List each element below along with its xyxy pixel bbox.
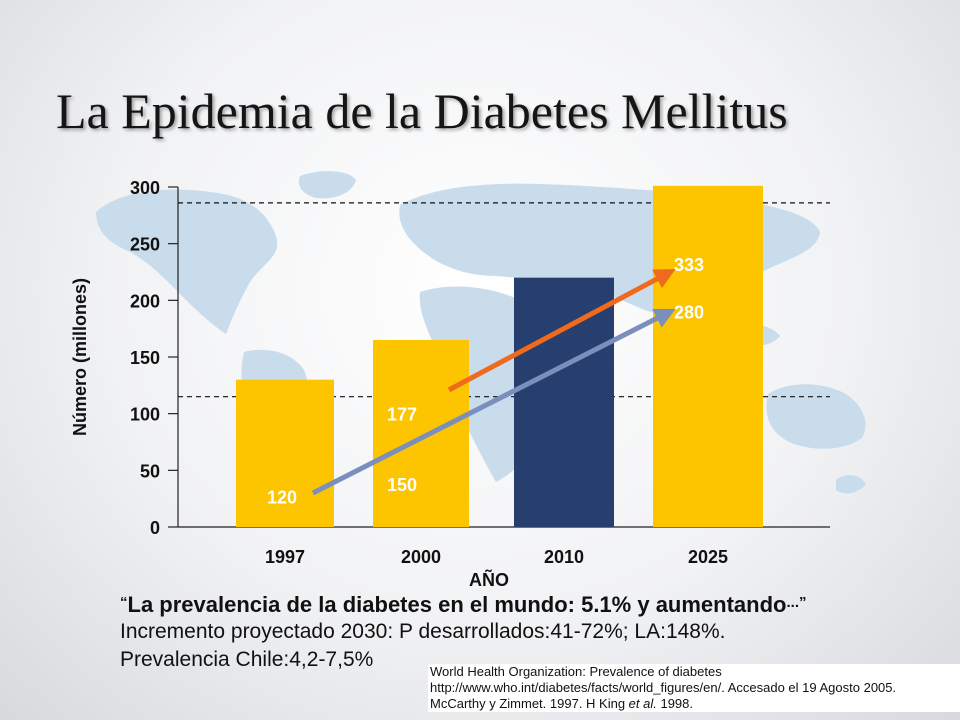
data-label: 280 — [674, 303, 704, 323]
trend-arrows — [311, 269, 676, 496]
x-axis-title: AÑO — [469, 569, 509, 590]
reference-year: 1998. — [656, 696, 694, 711]
slide-title: La Epidemia de la Diabetes Mellitus — [56, 83, 788, 139]
y-tick-label: 100 — [130, 405, 160, 425]
bar-1997 — [236, 379, 334, 527]
bars — [236, 185, 763, 527]
x-tick-label: 1997 — [265, 547, 305, 567]
y-tick-label: 300 — [130, 178, 160, 198]
reference-et-al: et al. — [628, 696, 657, 711]
reference-authors: McCarthy y Zimmet. 1997. H King — [430, 696, 629, 711]
y-tick-label: 0 — [150, 518, 160, 538]
data-label: 150 — [387, 475, 417, 495]
blue-trend-arrow — [311, 308, 676, 496]
data-label: 177 — [387, 405, 417, 425]
x-tick-label: 2010 — [544, 547, 584, 567]
orange-trend-arrow — [447, 269, 676, 393]
quote-close-mark: ” — [799, 594, 807, 611]
references-box: World Health Organization: Prevalence of… — [428, 664, 960, 712]
quote-ellipsis: ... — [786, 594, 799, 611]
x-tick-label: 2000 — [401, 547, 441, 567]
annotations: 120 150 177 333 280 — [267, 255, 704, 507]
prevalence-quote: “La prevalencia de la diabetes en el mun… — [120, 592, 807, 618]
bar-2000 — [373, 340, 469, 527]
y-tick-label: 250 — [130, 235, 160, 255]
y-tick-label: 50 — [140, 461, 160, 481]
data-label: 333 — [674, 255, 704, 275]
y-tick-label: 150 — [130, 348, 160, 368]
quote-text: La prevalencia de la diabetes en el mund… — [127, 592, 787, 617]
y-axis-title: Número (millones) — [70, 278, 90, 436]
reference-line-1: World Health Organization: Prevalence of… — [430, 664, 722, 679]
chile-prevalence-text: Prevalencia Chile:4,2-7,5% — [120, 648, 374, 671]
quote-open-mark: “ — [120, 594, 128, 611]
reference-line-2: http://www.who.int/diabetes/facts/world_… — [430, 680, 897, 695]
x-tick-label: 2025 — [688, 547, 728, 567]
bar-2010 — [514, 277, 614, 527]
data-label: 120 — [267, 487, 297, 507]
bar-chart: 0 50 100 150 200 250 300 1997 2000 2010 2025 AÑO Núm… — [70, 171, 866, 590]
y-tick-label: 200 — [130, 291, 160, 311]
bar-2025 — [653, 185, 763, 527]
reference-line-3: McCarthy y Zimmet. 1997. H King et al. 1… — [430, 696, 960, 712]
projected-increase-text: Incremento proyectado 2030: P desarrolla… — [120, 620, 726, 643]
